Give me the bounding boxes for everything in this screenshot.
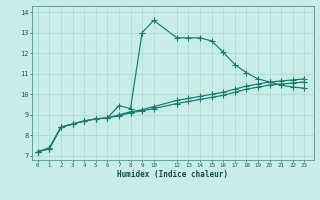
X-axis label: Humidex (Indice chaleur): Humidex (Indice chaleur) — [117, 170, 228, 179]
